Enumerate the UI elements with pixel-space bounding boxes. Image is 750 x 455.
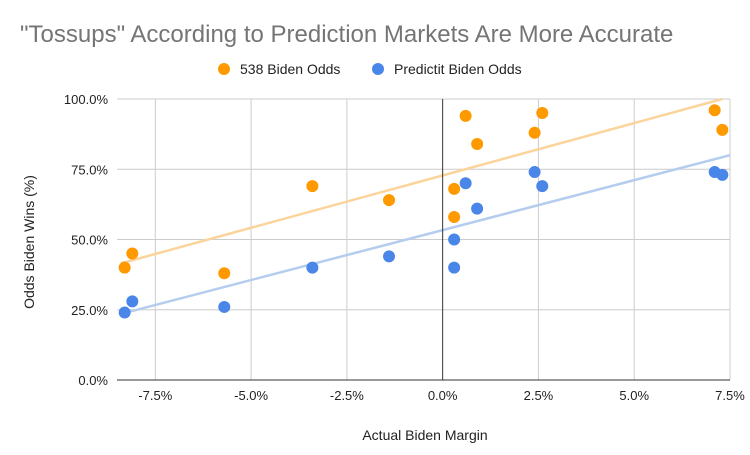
point-538 <box>383 194 396 207</box>
x-tick-label: 5.0% <box>619 388 649 403</box>
x-tick-label: 2.5% <box>524 388 554 403</box>
point-538 <box>471 137 484 150</box>
point-predictit <box>383 250 396 263</box>
point-538 <box>118 261 131 274</box>
trendline-predictit <box>120 153 731 316</box>
point-538 <box>448 182 461 195</box>
y-tick-label: 50.0% <box>71 233 108 248</box>
point-predictit <box>528 166 541 179</box>
point-predictit <box>306 261 319 274</box>
legend-label-predictit: Predictit Biden Odds <box>394 61 522 77</box>
data-points <box>118 104 729 319</box>
x-tick-label: 7.5% <box>715 388 745 403</box>
y-tick-label: 100.0% <box>64 92 109 107</box>
point-538 <box>448 211 461 224</box>
point-predictit <box>218 300 231 313</box>
point-538 <box>716 123 729 136</box>
tick-labels: -7.5% -5.0% -2.5% 0.0% 2.5% 5.0% 7.5% 0.0% 25.0%… <box>64 92 745 403</box>
legend-marker-538 <box>218 63 230 75</box>
trendline-538 <box>120 97 723 265</box>
point-538 <box>536 107 549 120</box>
y-axis-title: Odds Biden Wins (%) <box>21 175 37 309</box>
chart-title: "Tossups" According to Prediction Market… <box>20 21 673 48</box>
trendlines <box>120 97 731 316</box>
x-tick-label: -2.5% <box>330 388 364 403</box>
x-tick-label: 0.0% <box>428 388 458 403</box>
y-tick-label: 0.0% <box>78 373 108 388</box>
point-predictit <box>459 177 472 190</box>
y-tick-label: 75.0% <box>71 162 108 177</box>
point-538 <box>126 247 139 260</box>
legend: 538 Biden Odds Predictit Biden Odds <box>218 61 522 77</box>
legend-marker-predictit <box>372 63 384 75</box>
point-predictit <box>448 261 461 274</box>
point-538 <box>218 267 231 280</box>
point-538 <box>528 126 541 139</box>
point-538 <box>306 180 319 193</box>
x-tick-label: -5.0% <box>234 388 268 403</box>
y-tick-label: 25.0% <box>71 303 108 318</box>
point-predictit <box>716 168 729 181</box>
x-axis-title: Actual Biden Margin <box>362 427 487 443</box>
point-538 <box>708 104 721 117</box>
point-predictit <box>126 295 139 308</box>
point-538 <box>459 109 472 122</box>
point-predictit <box>448 233 461 246</box>
x-tick-label: -7.5% <box>138 388 172 403</box>
point-predictit <box>536 180 549 193</box>
point-predictit <box>118 306 131 319</box>
legend-label-538: 538 Biden Odds <box>240 61 340 77</box>
axes <box>117 99 730 381</box>
point-predictit <box>471 202 484 215</box>
